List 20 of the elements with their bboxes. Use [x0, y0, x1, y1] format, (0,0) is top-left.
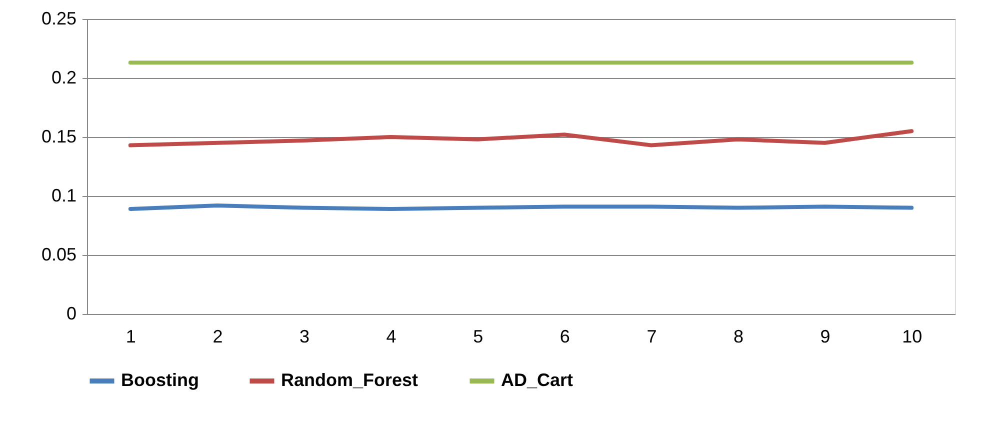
x-tick-label: 2 — [212, 326, 223, 346]
x-tick-label: 9 — [820, 326, 830, 346]
legend-label: AD_Cart — [501, 370, 574, 390]
x-tick-label: 6 — [560, 326, 570, 346]
y-tick-label: 0.2 — [51, 68, 76, 88]
x-tick-label: 7 — [646, 326, 657, 346]
x-tick-label: 3 — [299, 326, 310, 346]
line-series — [128, 129, 914, 148]
y-tick-label: 0.15 — [41, 126, 76, 146]
y-tick-label: 0 — [66, 304, 76, 324]
x-tick-label: 8 — [733, 326, 744, 346]
x-tick-label: 5 — [473, 326, 484, 346]
x-tick-label: 1 — [126, 326, 136, 346]
x-tick-label: 10 — [902, 326, 922, 346]
legend-label: Boosting — [121, 370, 199, 390]
y-tick-label: 0.05 — [41, 244, 76, 264]
y-tick-label: 0.25 — [41, 8, 76, 28]
y-tick-label: 0.1 — [51, 186, 76, 206]
legend-label: Random_Forest — [281, 370, 418, 390]
x-tick-label: 4 — [386, 326, 396, 346]
